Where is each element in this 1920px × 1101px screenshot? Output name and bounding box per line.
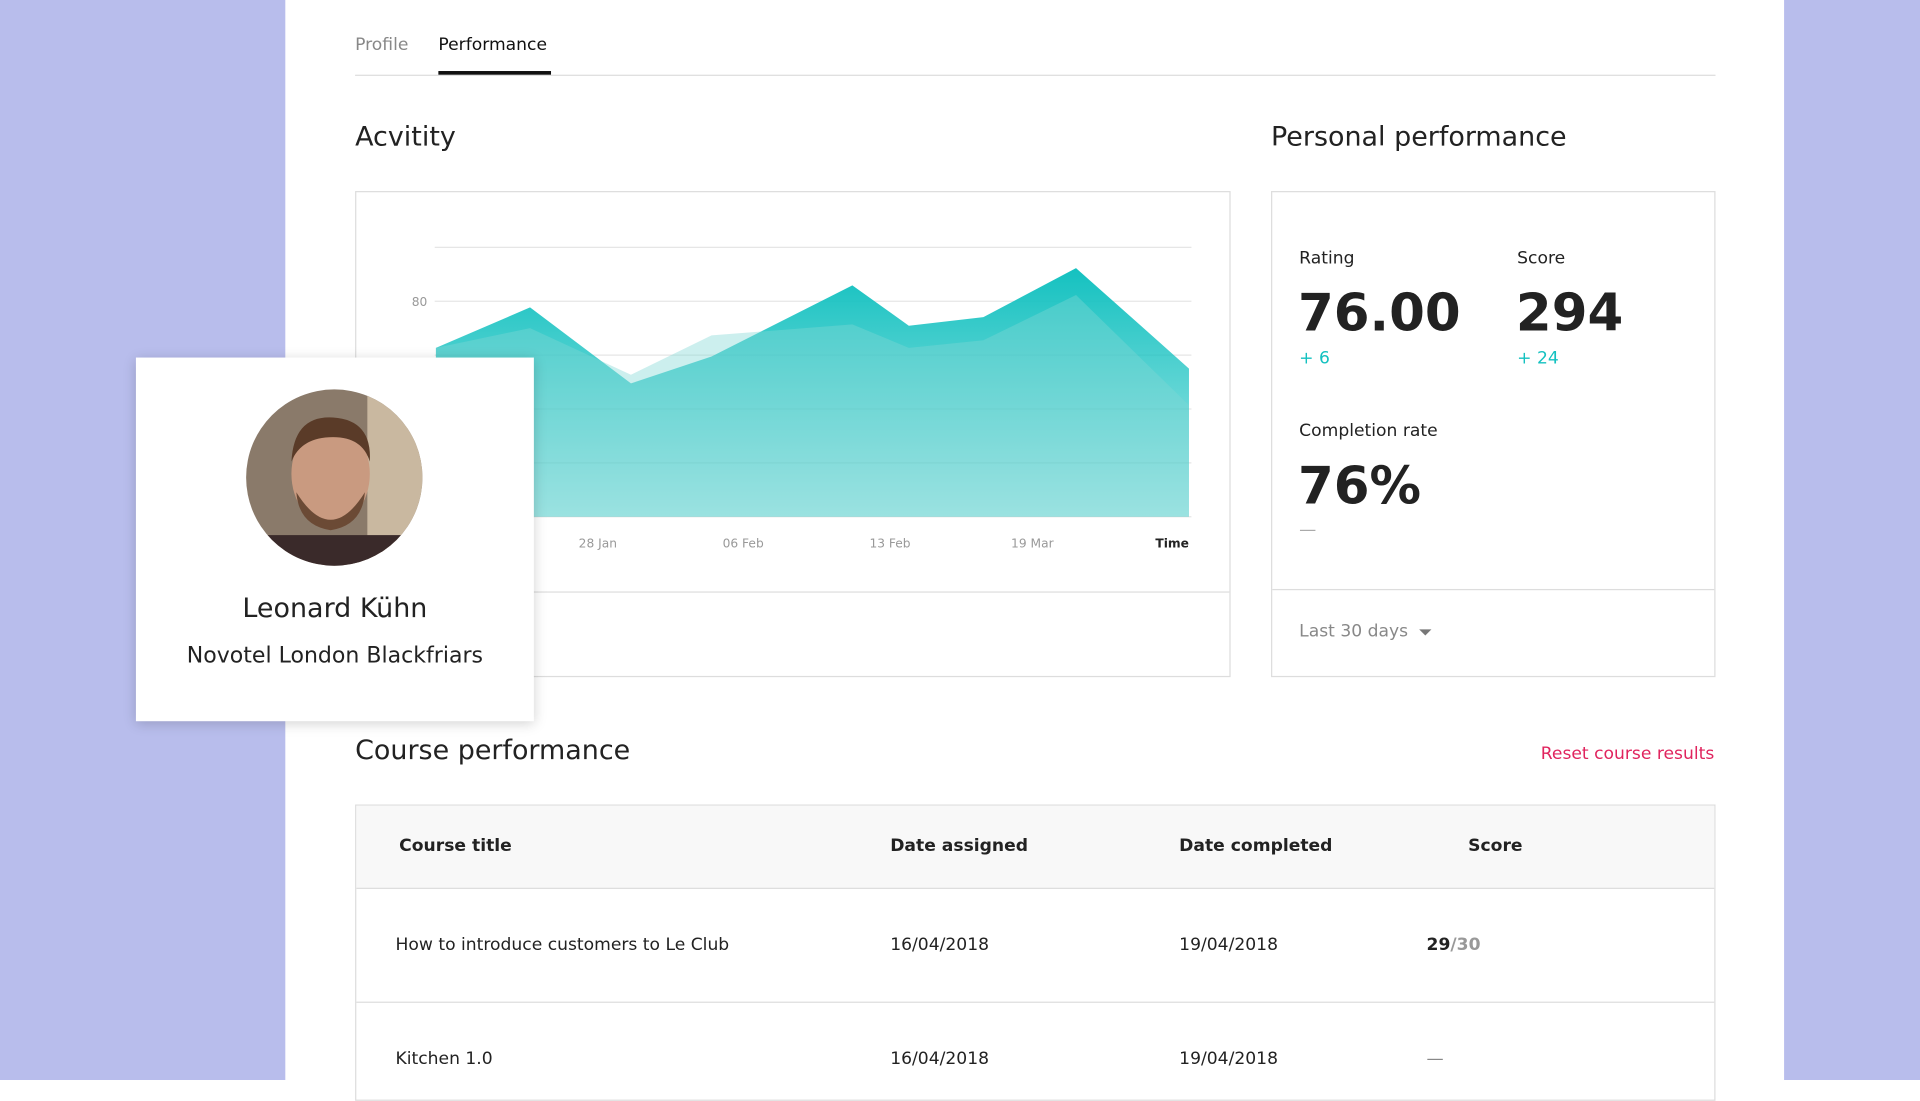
- avatar: [246, 389, 423, 566]
- x-tick-label: 13 Feb: [869, 536, 910, 550]
- score-cell: 29/30: [1427, 936, 1481, 956]
- profile-hotel: Novotel London Blackfriars: [186, 642, 484, 669]
- cell: How to introduce customers to Le Club: [395, 935, 730, 956]
- cell: 16/04/2018: [890, 935, 990, 956]
- tab-indicator: [438, 71, 552, 75]
- stat-label: Completion rate: [1299, 421, 1438, 441]
- tab[interactable]: Profile: [355, 35, 409, 56]
- header-cell: Score: [1468, 836, 1523, 856]
- cell: 19/04/2018: [1179, 1049, 1279, 1069]
- profile-name: Leonard Kühn: [242, 593, 428, 625]
- x-axis-label: Time: [1155, 536, 1189, 550]
- reset-link[interactable]: Reset course results: [1540, 744, 1715, 765]
- header-cell: Date completed: [1179, 836, 1333, 856]
- x-tick-label: 19 Mar: [1011, 536, 1055, 550]
- header-cell: Date assigned: [890, 836, 1029, 856]
- section-title: Personal performance: [1271, 122, 1567, 154]
- divider: [1272, 588, 1715, 591]
- period-select[interactable]: Last 30 days: [1299, 622, 1433, 642]
- x-tick-label: 06 Feb: [723, 536, 764, 550]
- x-tick-label: 28 Jan: [579, 536, 617, 550]
- area: [435, 268, 1189, 517]
- row-divider: [356, 1001, 1715, 1003]
- score: 29: [1426, 935, 1451, 956]
- stats-card: Rating 76.00 + 6 Score 294 + 24 Completi…: [1271, 191, 1716, 678]
- y-tick-label: 80: [412, 295, 428, 309]
- period-text: Last 30 days: [1299, 622, 1409, 642]
- cell: 19/04/2018: [1179, 935, 1279, 956]
- stat-delta: + 24: [1517, 348, 1559, 369]
- section-title: Acvitity: [355, 122, 456, 154]
- stat-delta: —: [1299, 520, 1317, 541]
- table-header: [356, 805, 1715, 889]
- caret: [1419, 629, 1432, 636]
- stat-value: 294: [1515, 282, 1624, 343]
- section-title: Course performance: [355, 735, 631, 767]
- stat-value: 76.00: [1297, 282, 1461, 343]
- course-table: Course title Date assigned Date complete…: [355, 804, 1716, 1101]
- stat-delta: + 6: [1299, 348, 1330, 369]
- cell: —: [1426, 1049, 1444, 1069]
- tab-divider: [355, 74, 1716, 76]
- stat-value: 76%: [1297, 455, 1422, 516]
- chart: 80 28 Jan 06 Feb 13 Feb 19 Mar Time: [412, 246, 1192, 550]
- cell: Kitchen 1.0: [395, 1049, 493, 1069]
- tab-active[interactable]: Performance: [438, 35, 548, 56]
- score-total: /30: [1450, 935, 1481, 956]
- divider: [356, 591, 1230, 593]
- profile-card: Leonard Kühn Novotel London Blackfriars: [135, 357, 534, 722]
- stat-label: Rating: [1299, 248, 1355, 269]
- header-cell: Course title: [399, 836, 512, 856]
- cell: 16/04/2018: [890, 1049, 990, 1069]
- area: [435, 295, 1189, 517]
- stat-label: Score: [1517, 248, 1566, 269]
